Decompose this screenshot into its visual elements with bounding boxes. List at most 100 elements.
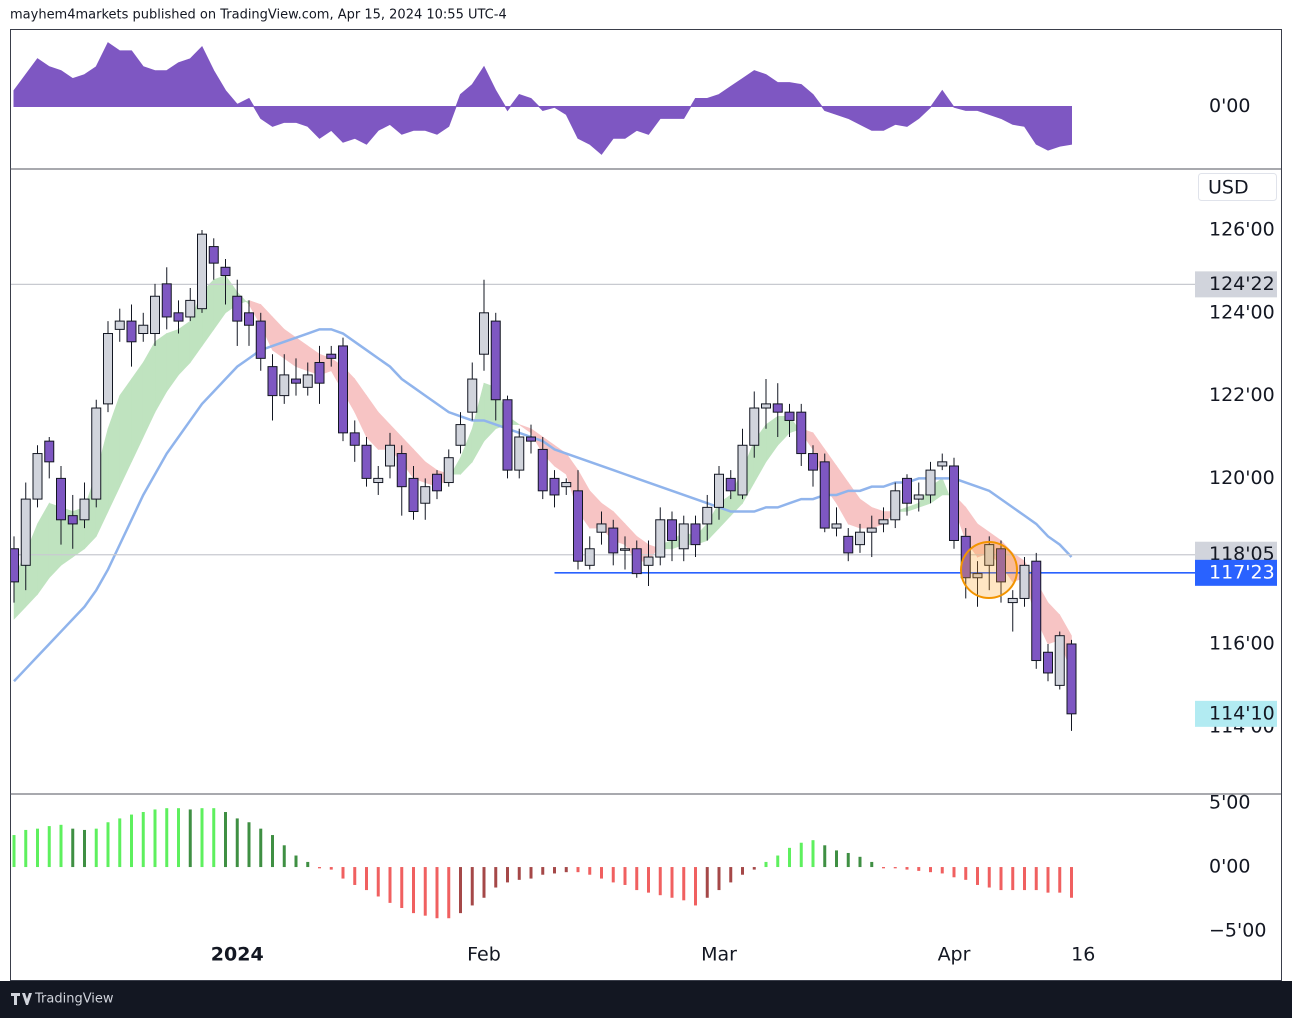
histogram-bar xyxy=(999,867,1003,891)
histogram-bar xyxy=(470,867,474,906)
candle-body xyxy=(749,407,760,446)
candle-layer xyxy=(11,230,1077,731)
histogram-bar xyxy=(870,861,874,868)
candle-body xyxy=(443,457,454,484)
histogram-bar xyxy=(212,808,216,868)
candle-body xyxy=(725,477,736,492)
y-tick-label: −5'00 xyxy=(1209,920,1266,942)
candle-body xyxy=(960,535,971,579)
candle-body xyxy=(631,548,642,575)
candle-body xyxy=(150,295,160,335)
histogram-bar xyxy=(682,867,686,901)
candle-body xyxy=(784,411,795,421)
histogram-bar xyxy=(600,867,603,879)
candle-body xyxy=(831,523,842,529)
candle-body xyxy=(467,378,478,413)
candle-body xyxy=(173,312,184,322)
candle-body xyxy=(255,320,266,359)
histogram-bar xyxy=(94,828,98,868)
candle-body xyxy=(208,246,219,264)
histogram-bar xyxy=(318,867,321,869)
candle-body xyxy=(690,523,701,546)
candle-body xyxy=(925,469,936,496)
histogram-bar xyxy=(823,845,827,868)
candle-body xyxy=(573,490,583,562)
candle-body xyxy=(808,453,818,471)
candle-body xyxy=(1019,564,1030,599)
highlight-circle xyxy=(960,541,1018,599)
histogram-bar xyxy=(282,845,286,868)
histogram-bar xyxy=(658,867,662,896)
candle-body xyxy=(279,374,290,397)
currency-label: USD xyxy=(1208,177,1249,199)
candle-body xyxy=(702,506,713,525)
histogram-bar xyxy=(235,818,239,868)
oscillator-pane xyxy=(13,42,1072,155)
footer-logo xyxy=(11,993,32,1005)
candle-body xyxy=(1043,651,1053,674)
histogram-bar xyxy=(858,856,862,868)
candle-body xyxy=(67,515,78,525)
y-tick-label: 126'00 xyxy=(1209,219,1275,241)
candle-body xyxy=(608,527,619,554)
candle-body xyxy=(1031,560,1042,662)
y-tick-label: 124'00 xyxy=(1209,301,1275,323)
histogram-bar xyxy=(259,828,263,868)
y-tick-label: 122'00 xyxy=(1209,384,1275,406)
price-level-label: 118'05 xyxy=(1209,543,1275,565)
histogram-bar xyxy=(447,867,451,919)
histogram-bar xyxy=(200,808,204,868)
candle-body xyxy=(396,453,407,488)
histogram-bar xyxy=(435,867,439,919)
candle-body xyxy=(232,295,243,322)
x-tick-label: Feb xyxy=(467,944,501,966)
histogram-bar xyxy=(588,867,592,875)
candle-body xyxy=(126,320,137,343)
candle-body xyxy=(91,407,102,500)
candle-body xyxy=(937,461,948,467)
histogram-bar xyxy=(294,855,298,868)
candle-body xyxy=(1066,643,1077,715)
x-tick-label: 16 xyxy=(1071,944,1095,966)
histogram-bar xyxy=(494,867,498,888)
candle-body xyxy=(20,498,31,566)
candle-body xyxy=(913,494,924,500)
candle-body xyxy=(32,453,43,500)
histogram-bar xyxy=(329,867,333,870)
candle-body xyxy=(338,345,348,434)
candle-body xyxy=(584,548,595,566)
histogram-bar xyxy=(1034,867,1038,891)
histogram-bar xyxy=(118,818,122,868)
candle-body xyxy=(761,403,771,409)
histogram-bar xyxy=(153,809,157,868)
candle-body xyxy=(56,477,66,521)
candle-body xyxy=(890,490,901,521)
histogram-bar xyxy=(729,867,733,883)
histogram-bar xyxy=(83,829,86,868)
histogram-bar xyxy=(776,855,780,868)
candle-body xyxy=(620,548,630,551)
candle-body xyxy=(408,477,419,513)
header-text: mayhem4markets published on TradingView.… xyxy=(10,8,507,23)
candle-body xyxy=(878,519,889,525)
candle-body xyxy=(667,519,677,541)
candle-body xyxy=(114,320,125,330)
histogram-bar xyxy=(1011,867,1015,891)
histogram-bar xyxy=(47,826,51,868)
price-level-label: 114'10 xyxy=(1209,702,1275,724)
candle-body xyxy=(361,444,372,479)
candle-body xyxy=(996,548,1006,583)
histogram-bar xyxy=(976,867,979,885)
candle-body xyxy=(537,448,548,492)
histogram-bar xyxy=(36,828,39,868)
histogram-bar xyxy=(647,867,650,893)
candle-body xyxy=(302,374,313,388)
histogram-bar xyxy=(459,867,462,914)
chart-frame xyxy=(10,29,1282,981)
footer-bar xyxy=(0,981,1292,1018)
histogram-bar xyxy=(388,867,392,903)
histogram-bar xyxy=(130,814,133,868)
histogram-bar xyxy=(400,867,404,908)
x-tick-label: Mar xyxy=(701,944,737,966)
